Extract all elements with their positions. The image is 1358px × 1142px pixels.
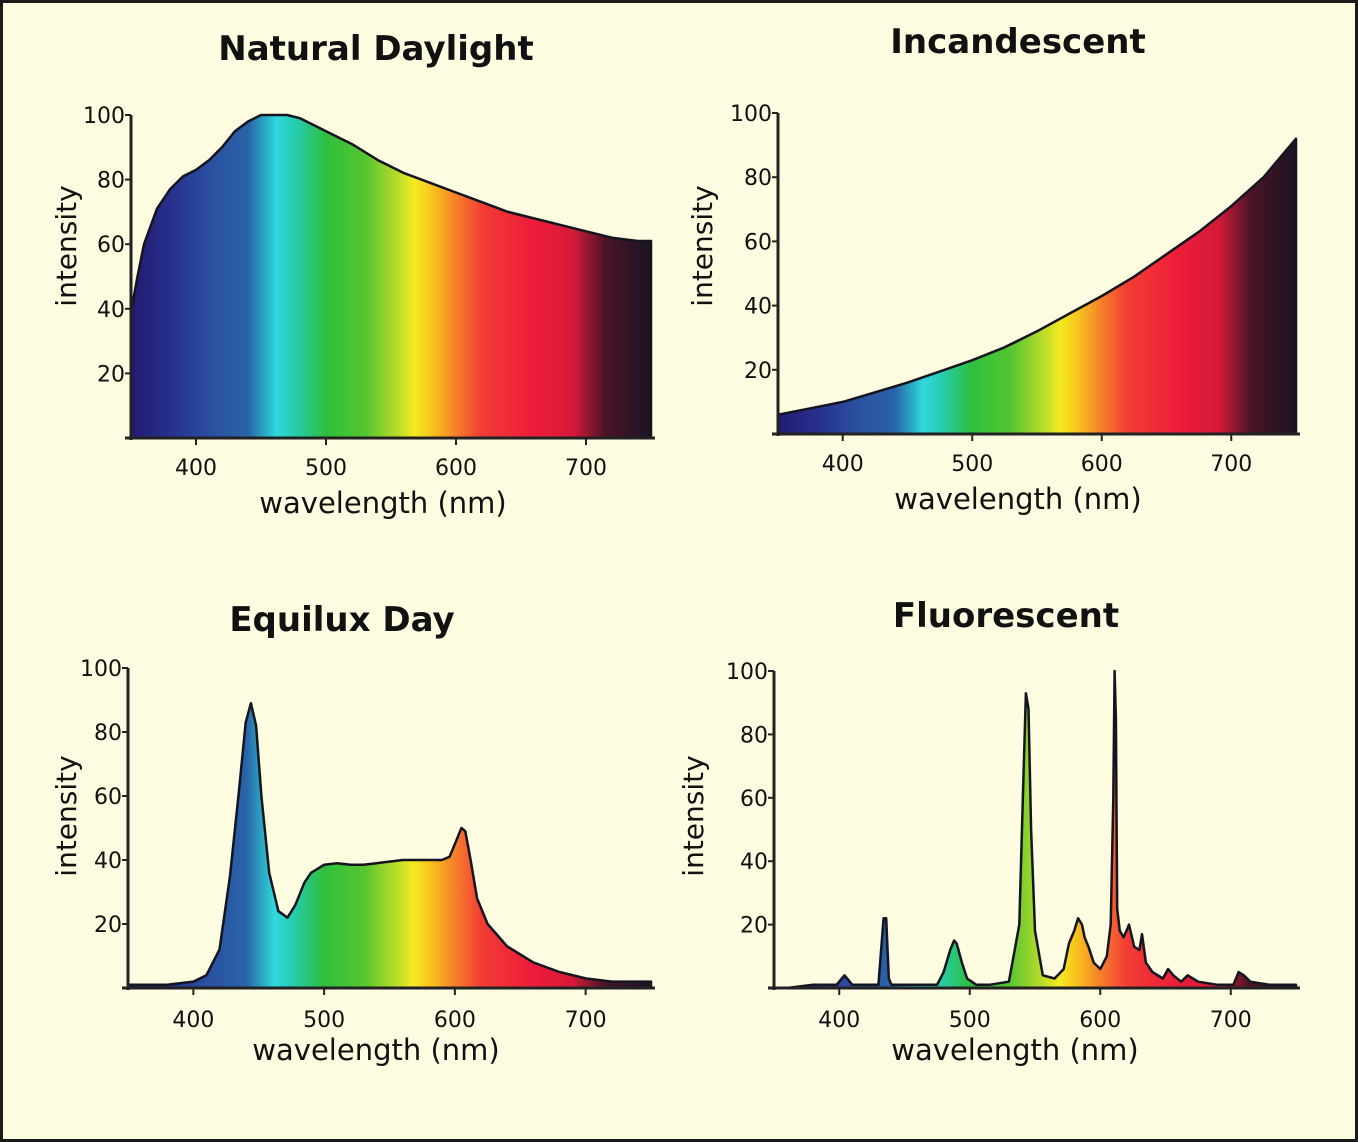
equilux-day-y-axis-label: intensity	[50, 755, 83, 876]
natural-daylight-y-tick-label: 60	[97, 233, 125, 258]
fluorescent-y-tick-label: 60	[740, 787, 768, 812]
figure-background: 20 40 60 80 100 400 500 600 700 Natural Daylight w…	[3, 3, 1355, 1139]
fluorescent-x-tick-label: 500	[949, 1008, 991, 1033]
fluorescent-spectrum-area	[772, 669, 1298, 990]
fluorescent-y-tick-label: 80	[740, 723, 768, 748]
natural-daylight-y-tick-label: 100	[83, 104, 125, 129]
incandescent-x-tick-label: 700	[1210, 452, 1252, 477]
natural-daylight-x-tick-label: 500	[305, 456, 347, 481]
natural-daylight-y-axis-label: intensity	[50, 185, 83, 306]
incandescent-y-tick-label: 60	[744, 230, 772, 255]
incandescent-y-tick-label: 40	[744, 295, 772, 320]
equilux-day-chart-title: Equilux Day	[229, 600, 454, 640]
natural-daylight-x-tick-label: 600	[435, 456, 477, 481]
fluorescent-y-tick-label: 100	[726, 660, 768, 685]
equilux-day-x-tick-label: 700	[565, 1008, 607, 1033]
equilux-day-y-tick-label: 100	[80, 657, 122, 682]
incandescent-x-tick-label: 500	[951, 452, 993, 477]
natural-daylight-x-tick-label: 400	[175, 456, 217, 481]
natural-daylight-chart-title: Natural Daylight	[218, 29, 533, 69]
incandescent-spectrum-area	[776, 137, 1298, 436]
natural-daylight-y-tick-label: 40	[97, 298, 125, 323]
equilux-day-y-tick-label: 80	[94, 721, 122, 746]
natural-daylight-x-tick-label: 700	[565, 456, 607, 481]
natural-daylight-x-axis-label: wavelength (nm)	[259, 486, 506, 520]
fluorescent-x-tick-label: 600	[1079, 1008, 1121, 1033]
fluorescent-x-axis-label: wavelength (nm)	[891, 1033, 1138, 1067]
equilux-day-x-tick-label: 500	[303, 1008, 345, 1033]
spectrum-charts: 20 40 60 80 100 400 500 600 700 Natural Daylight w…	[50, 22, 1300, 1067]
natural-daylight-spectrum-area	[129, 113, 653, 440]
fluorescent-y-tick-label: 20	[740, 914, 768, 939]
fluorescent-y-tick-label: 40	[740, 850, 768, 875]
equilux-day-x-axis-label: wavelength (nm)	[252, 1033, 499, 1067]
incandescent-chart-title: Incandescent	[890, 22, 1145, 62]
incandescent-y-tick-label: 80	[744, 166, 772, 191]
natural-daylight-y-tick-label: 80	[97, 169, 125, 194]
equilux-day-y-tick-label: 60	[94, 785, 122, 810]
incandescent-y-tick-label: 20	[744, 359, 772, 384]
equilux-day-x-tick-label: 600	[434, 1008, 476, 1033]
incandescent-y-tick-label: 100	[730, 102, 772, 127]
natural-daylight-y-tick-label: 20	[97, 362, 125, 387]
incandescent-x-tick-label: 400	[822, 452, 864, 477]
fluorescent-x-tick-label: 700	[1210, 1008, 1252, 1033]
equilux-day-spectrum-area	[126, 701, 653, 990]
equilux-day-y-tick-label: 40	[94, 849, 122, 874]
incandescent-x-tick-label: 600	[1081, 452, 1123, 477]
fluorescent-chart-title: Fluorescent	[893, 596, 1119, 636]
incandescent-x-axis-label: wavelength (nm)	[894, 482, 1141, 516]
incandescent-y-axis-label: intensity	[686, 185, 719, 306]
fluorescent-x-tick-label: 400	[818, 1008, 860, 1033]
equilux-day-x-tick-label: 400	[172, 1008, 214, 1033]
equilux-day-y-tick-label: 20	[94, 913, 122, 938]
fluorescent-y-axis-label: intensity	[677, 755, 710, 876]
